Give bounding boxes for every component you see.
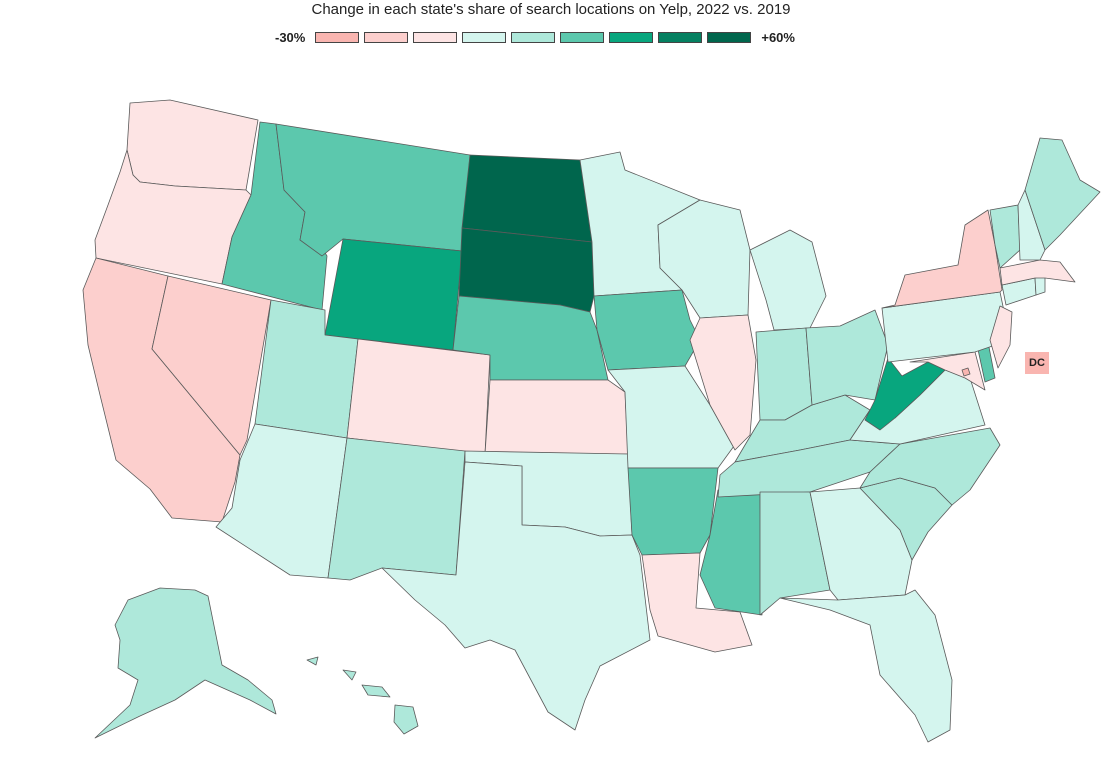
legend-swatch — [462, 31, 507, 43]
state-in[interactable] — [755, 327, 813, 421]
color-legend: -30% +60% — [275, 29, 795, 45]
state-nv[interactable] — [151, 275, 272, 456]
dc-callout-badge[interactable]: DC — [1025, 352, 1049, 374]
legend-swatch — [707, 31, 752, 43]
state-fl[interactable] — [779, 589, 953, 743]
state-al[interactable] — [759, 491, 831, 616]
state-ia[interactable] — [593, 289, 701, 371]
state-ks[interactable] — [484, 379, 629, 455]
state-wa[interactable] — [126, 99, 259, 191]
legend-swatch — [511, 31, 556, 43]
state-co[interactable] — [346, 338, 491, 455]
legend-swatch — [364, 31, 409, 43]
legend-swatch — [560, 31, 605, 43]
state-wy[interactable] — [324, 238, 463, 351]
state-ma[interactable] — [999, 259, 1076, 286]
state-nm[interactable] — [327, 437, 466, 581]
state-oh[interactable] — [805, 309, 889, 406]
state-ri[interactable] — [1034, 275, 1046, 296]
state-vt[interactable] — [989, 204, 1021, 269]
state-la[interactable] — [641, 552, 753, 653]
state-nc[interactable] — [859, 427, 1001, 506]
state-mt[interactable] — [275, 123, 471, 257]
legend-max-label: +60% — [761, 29, 795, 45]
map-title: Change in each state's share of search l… — [311, 1, 791, 18]
state-dc[interactable] — [961, 367, 971, 377]
state-tx[interactable] — [381, 461, 651, 731]
legend-min-label: -30% — [275, 29, 306, 45]
legend-swatch — [315, 31, 360, 43]
state-il[interactable] — [689, 314, 757, 451]
state-ar[interactable] — [627, 467, 719, 556]
state-mi[interactable] — [749, 229, 827, 331]
legend-swatch — [609, 31, 654, 43]
state-nj[interactable] — [989, 305, 1013, 369]
state-nh[interactable] — [1017, 189, 1046, 261]
state-ny[interactable] — [881, 209, 1003, 309]
state-mo[interactable] — [607, 365, 735, 469]
state-nd[interactable] — [461, 154, 593, 243]
legend-swatch — [658, 31, 703, 43]
legend-swatch — [413, 31, 458, 43]
state-wv[interactable] — [864, 357, 946, 431]
state-me[interactable] — [1024, 137, 1101, 251]
state-ak[interactable] — [94, 587, 277, 739]
state-hi[interactable] — [306, 656, 419, 735]
